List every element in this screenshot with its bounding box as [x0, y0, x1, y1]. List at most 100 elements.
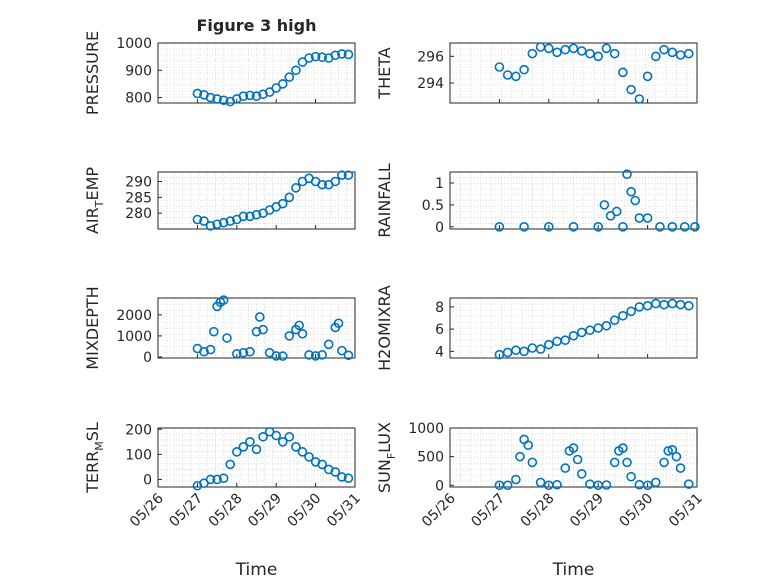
data-point: [568, 330, 579, 341]
data-point: [277, 79, 288, 89]
data-point: [284, 72, 295, 82]
data-point: [679, 222, 690, 232]
data-point: [291, 183, 301, 193]
data-point: [310, 51, 321, 62]
data-point: [576, 469, 587, 479]
data-point: [618, 67, 628, 78]
y-tick-label: 6: [435, 322, 444, 338]
data-point: [642, 213, 653, 223]
data-point: [222, 333, 232, 343]
data-point: [238, 442, 249, 452]
series-markers: [494, 434, 694, 491]
y-tick-label: 900: [125, 63, 152, 79]
data-point: [535, 477, 546, 488]
data-point: [297, 328, 308, 339]
svg-text:SUNFLUX: SUNFLUX: [375, 422, 398, 493]
data-point: [519, 64, 529, 75]
axes-frame: [449, 42, 698, 104]
x-tick-label: 05/29: [567, 491, 607, 531]
svg-text:MIXDEPTH: MIXDEPTH: [83, 286, 102, 369]
data-point: [527, 457, 538, 468]
data-point: [192, 214, 203, 225]
data-point: [343, 350, 354, 361]
svg-text:05/29: 05/29: [245, 491, 285, 531]
data-point: [232, 447, 242, 457]
subplot-1: 800 900 1000 PRESSURE Figure 3 high: [83, 16, 356, 115]
x-tick-label: 05/28: [518, 491, 558, 531]
data-point: [605, 211, 616, 221]
axes-frame: [157, 171, 356, 230]
y-axis-label: THETA: [375, 47, 394, 99]
svg-text:H2OMIXRA: H2OMIXRA: [375, 285, 394, 371]
data-point: [655, 222, 665, 232]
svg-text:05/27: 05/27: [166, 491, 206, 531]
data-point: [238, 211, 249, 222]
data-point: [343, 49, 354, 60]
data-point: [593, 51, 604, 62]
data-point: [683, 300, 694, 311]
data-point: [264, 87, 275, 97]
y-tick-label: 290: [125, 175, 152, 191]
data-point: [254, 312, 265, 322]
data-point: [297, 57, 308, 67]
data-point: [304, 53, 314, 63]
data-point: [634, 94, 645, 104]
svg-text:RAINFALL: RAINFALL: [375, 163, 394, 238]
data-point: [218, 295, 229, 305]
axes-frame: [157, 42, 356, 104]
data-point: [199, 346, 209, 357]
y-tick-label: 2000: [116, 308, 152, 324]
data-point: [232, 348, 242, 359]
data-point: [626, 84, 636, 95]
y-tick-label: 200: [125, 422, 152, 438]
data-point: [515, 451, 525, 462]
series-markers: [192, 49, 354, 107]
data-point: [271, 430, 282, 441]
data-point: [192, 88, 203, 99]
data-point: [310, 351, 321, 361]
y-tick-label: 8: [435, 300, 444, 316]
data-point: [245, 437, 255, 447]
data-point: [667, 444, 678, 455]
data-point: [258, 431, 268, 442]
svg-text:05/30: 05/30: [285, 491, 325, 531]
data-point: [568, 43, 579, 54]
svg-text:AIRTEMP: AIRTEMP: [83, 167, 106, 234]
svg-text:05/29: 05/29: [567, 491, 607, 531]
data-point: [304, 452, 314, 462]
data-point: [245, 211, 255, 222]
data-point: [675, 463, 686, 473]
data-point: [568, 443, 579, 453]
data-point: [225, 216, 236, 226]
data-point: [284, 192, 295, 203]
data-point: [251, 444, 262, 455]
data-point: [205, 474, 216, 485]
y-tick-label: 1000: [116, 329, 152, 345]
data-point: [560, 335, 571, 346]
data-point: [251, 209, 262, 220]
axes-frame: [157, 297, 356, 359]
data-point: [599, 200, 610, 210]
y-tick-label: 0: [143, 350, 152, 366]
data-point: [609, 457, 620, 468]
data-point: [245, 90, 255, 101]
data-point: [284, 431, 295, 442]
y-tick-label: 280: [125, 206, 152, 222]
data-point: [690, 222, 700, 232]
data-point: [527, 48, 538, 59]
y-tick-label: 0: [143, 472, 152, 488]
data-point: [212, 219, 222, 230]
data-point: [291, 442, 301, 452]
data-point: [618, 443, 628, 453]
data-point: [659, 457, 669, 468]
data-point: [511, 71, 521, 82]
series-markers: [192, 426, 354, 491]
y-tick-label: 1000: [116, 36, 152, 52]
svg-text:05/28: 05/28: [206, 491, 246, 531]
x-tick-label: 05/30: [617, 491, 657, 531]
x-tick-label: 05/31: [666, 491, 706, 531]
data-point: [609, 48, 620, 59]
x-tick-label: 05/30: [285, 491, 325, 531]
data-point: [333, 318, 344, 329]
data-point: [560, 463, 571, 473]
